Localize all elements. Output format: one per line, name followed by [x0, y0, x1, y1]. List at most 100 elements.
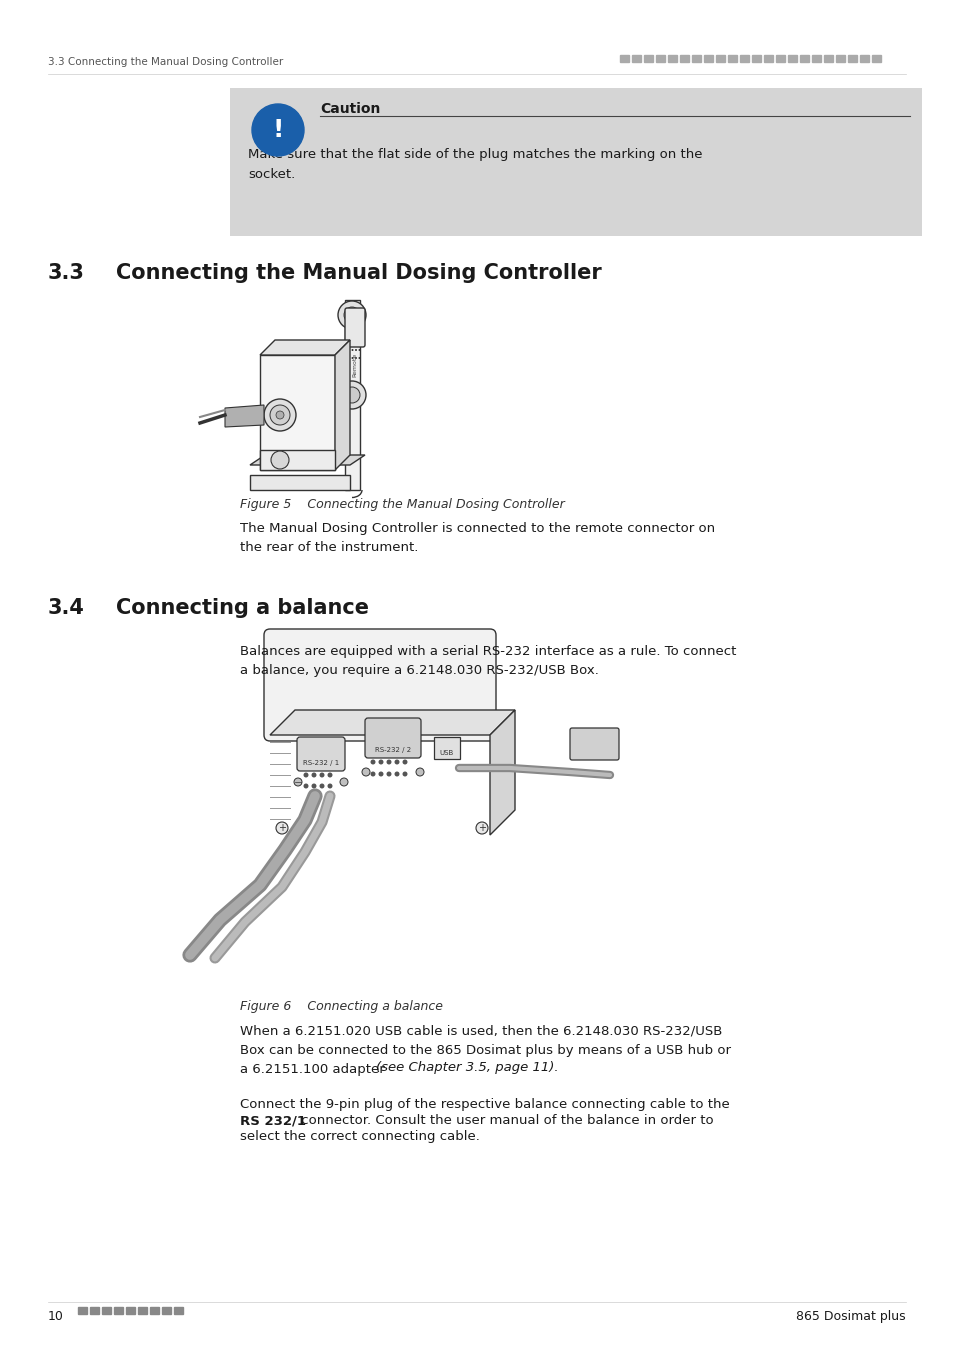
Circle shape [312, 772, 316, 778]
Circle shape [378, 771, 383, 776]
Bar [740, 55, 748, 62]
Circle shape [252, 104, 304, 157]
Circle shape [339, 778, 348, 786]
Polygon shape [345, 300, 359, 490]
Polygon shape [270, 710, 515, 734]
Polygon shape [250, 455, 365, 464]
Text: (see Chapter 3.5, page 11).: (see Chapter 3.5, page 11). [375, 1061, 558, 1075]
Bar [667, 55, 677, 62]
Text: Connecting a balance: Connecting a balance [116, 598, 369, 618]
Bar [763, 55, 772, 62]
Bar [619, 55, 628, 62]
Text: !: ! [272, 117, 283, 142]
Bar [102, 1307, 111, 1314]
Circle shape [303, 772, 308, 778]
Circle shape [370, 760, 375, 764]
Polygon shape [260, 340, 350, 355]
Circle shape [264, 400, 295, 431]
Bar [703, 55, 712, 62]
Bar [90, 1307, 99, 1314]
Bar [811, 55, 821, 62]
Bar [126, 1307, 135, 1314]
Bar [859, 55, 868, 62]
Circle shape [355, 356, 356, 359]
Circle shape [476, 822, 488, 834]
Circle shape [275, 822, 288, 834]
Text: 865 Dosimat plus: 865 Dosimat plus [796, 1310, 905, 1323]
FancyBboxPatch shape [365, 718, 420, 757]
Bar [230, 88, 921, 236]
Circle shape [327, 772, 333, 778]
Text: Remote: Remote [352, 352, 357, 377]
Circle shape [351, 356, 354, 359]
Text: RS 232/1: RS 232/1 [240, 1114, 306, 1127]
Bar [775, 55, 784, 62]
Circle shape [378, 760, 383, 764]
Circle shape [358, 356, 360, 359]
Text: USB: USB [439, 751, 454, 756]
Text: RS-232 / 2: RS-232 / 2 [375, 747, 411, 753]
Circle shape [395, 760, 399, 764]
Circle shape [319, 783, 324, 788]
Bar [173, 1307, 183, 1314]
Circle shape [402, 760, 407, 764]
Text: Connect the 9-pin plug of the respective balance connecting cable to the: Connect the 9-pin plug of the respective… [240, 1098, 729, 1111]
Bar [691, 55, 700, 62]
Circle shape [361, 768, 370, 776]
Text: Figure 6    Connecting a balance: Figure 6 Connecting a balance [240, 1000, 442, 1012]
Bar [847, 55, 856, 62]
Circle shape [312, 783, 316, 788]
Circle shape [386, 760, 391, 764]
Circle shape [370, 771, 375, 776]
Circle shape [395, 771, 399, 776]
Circle shape [344, 387, 359, 404]
Text: When a 6.2151.020 USB cable is used, then the 6.2148.030 RS-232/USB
Box can be c: When a 6.2151.020 USB cable is used, the… [240, 1025, 730, 1076]
Bar [113, 1307, 123, 1314]
Polygon shape [225, 405, 264, 427]
Circle shape [348, 350, 350, 351]
Text: 3.3 Connecting the Manual Dosing Controller: 3.3 Connecting the Manual Dosing Control… [48, 57, 283, 68]
FancyBboxPatch shape [434, 737, 459, 759]
Circle shape [303, 783, 308, 788]
Bar [787, 55, 796, 62]
Text: 3.4: 3.4 [48, 598, 85, 618]
Bar [643, 55, 652, 62]
FancyBboxPatch shape [264, 629, 496, 741]
Text: Caution: Caution [319, 103, 380, 116]
FancyBboxPatch shape [296, 737, 345, 771]
Bar [656, 55, 664, 62]
Text: The Manual Dosing Controller is connected to the remote connector on
the rear of: The Manual Dosing Controller is connecte… [240, 522, 715, 554]
Text: 3.3: 3.3 [48, 263, 85, 284]
Polygon shape [250, 475, 350, 490]
Circle shape [355, 350, 356, 351]
Circle shape [348, 356, 350, 359]
Text: select the correct connecting cable.: select the correct connecting cable. [240, 1130, 479, 1143]
Circle shape [402, 771, 407, 776]
Bar [716, 55, 724, 62]
Circle shape [294, 778, 302, 786]
Circle shape [319, 772, 324, 778]
Text: Connecting the Manual Dosing Controller: Connecting the Manual Dosing Controller [116, 263, 601, 284]
Circle shape [337, 301, 366, 329]
Text: connector. Consult the user manual of the balance in order to: connector. Consult the user manual of th… [296, 1114, 713, 1127]
Bar [835, 55, 844, 62]
Circle shape [271, 451, 289, 468]
Bar [631, 55, 640, 62]
FancyBboxPatch shape [569, 728, 618, 760]
Bar [800, 55, 808, 62]
Circle shape [337, 381, 366, 409]
Text: Figure 5    Connecting the Manual Dosing Controller: Figure 5 Connecting the Manual Dosing Co… [240, 498, 564, 512]
Bar [751, 55, 760, 62]
Text: RS-232 / 1: RS-232 / 1 [302, 760, 338, 765]
Text: 10: 10 [48, 1310, 64, 1323]
Text: +: + [277, 824, 286, 833]
Circle shape [416, 768, 423, 776]
Bar [150, 1307, 159, 1314]
Bar [871, 55, 880, 62]
Circle shape [351, 350, 354, 351]
Circle shape [275, 410, 284, 418]
Polygon shape [335, 340, 350, 470]
Circle shape [327, 783, 333, 788]
Text: Make sure that the flat side of the plug matches the marking on the
socket.: Make sure that the flat side of the plug… [248, 148, 701, 181]
Bar [78, 1307, 87, 1314]
